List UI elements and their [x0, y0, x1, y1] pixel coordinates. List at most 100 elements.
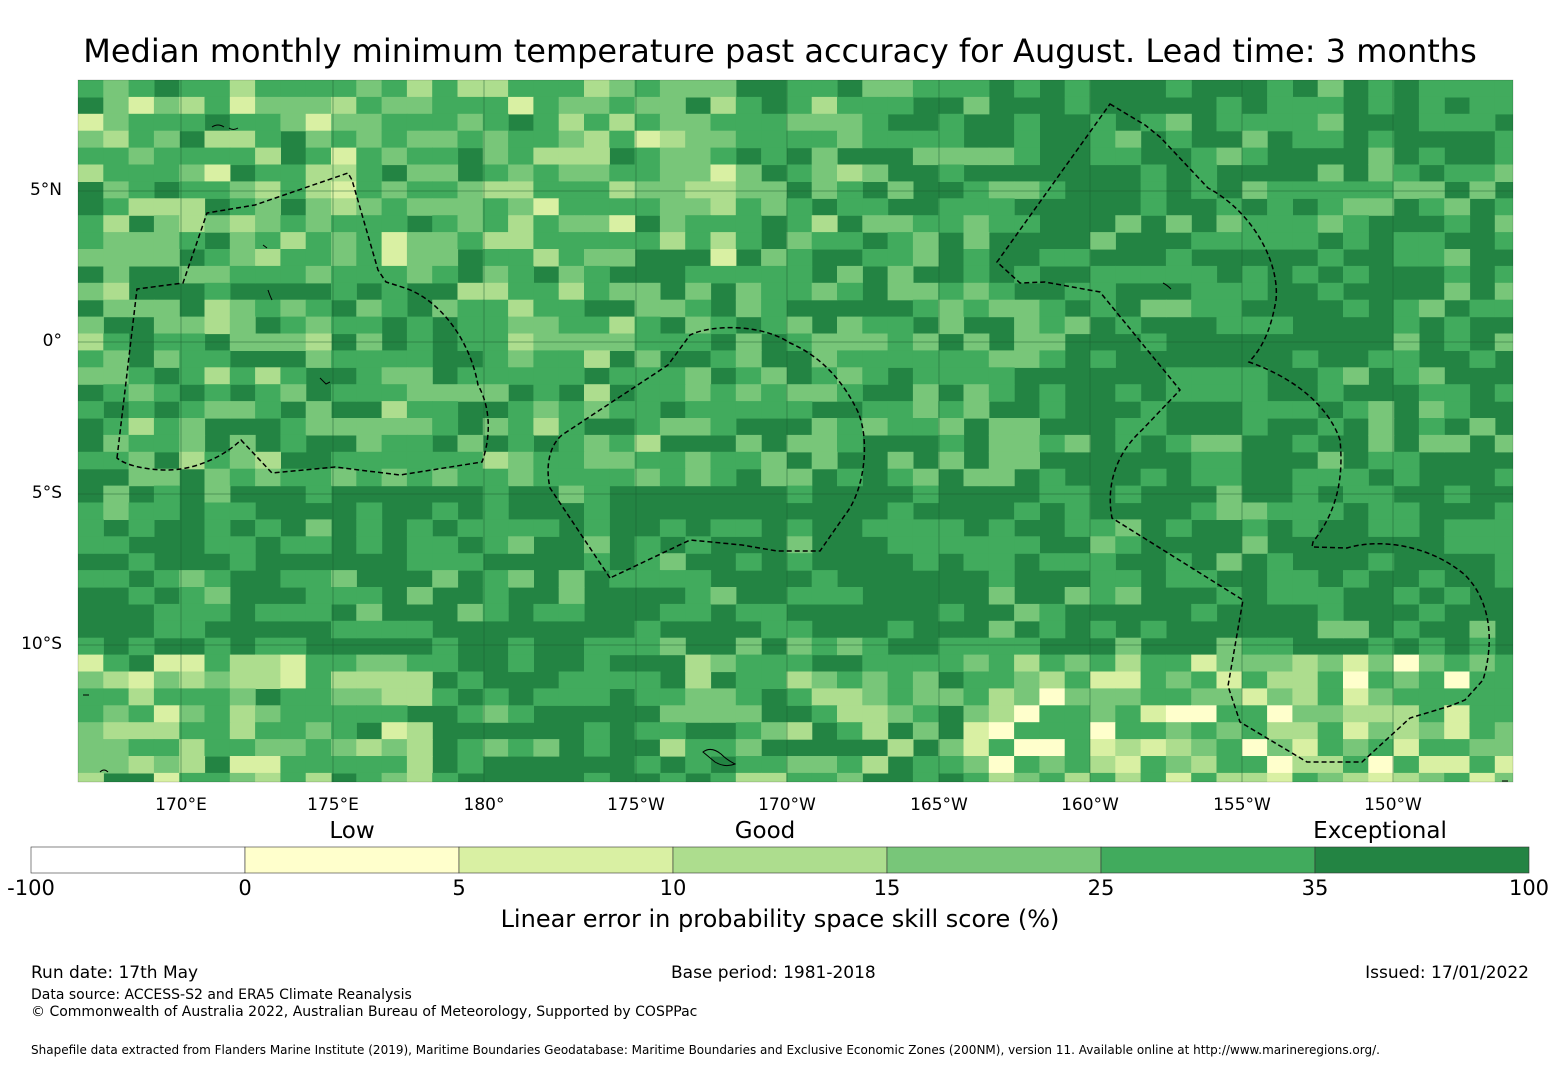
skill-cell [1216, 587, 1243, 605]
skill-cells [78, 80, 1513, 782]
skill-cell [482, 536, 509, 554]
skill-cell [1191, 688, 1218, 706]
skill-cell [1140, 198, 1167, 216]
skill-cell [128, 164, 155, 182]
skill-cell [1393, 299, 1420, 318]
skill-cell [1343, 739, 1369, 757]
skill-cell [179, 570, 206, 588]
skill-cell [305, 164, 332, 182]
skill-cell [584, 468, 610, 487]
skill-cell [786, 637, 813, 656]
skill-cell [1191, 603, 1218, 622]
tick-label: 35 [1301, 876, 1329, 900]
skill-cell [153, 350, 180, 368]
skill-cell [204, 215, 231, 233]
skill-cell [1444, 536, 1471, 554]
skill-cell [255, 215, 281, 233]
skill-cell [761, 451, 787, 470]
skill-cell [179, 739, 206, 757]
skill-cell [1039, 468, 1066, 487]
skill-cell [381, 299, 408, 318]
skill-cell [1191, 232, 1218, 250]
skill-cell [963, 536, 990, 554]
skill-cell [1368, 181, 1395, 199]
skill-cell [558, 96, 585, 115]
skill-cell [381, 654, 408, 673]
skill-cell [179, 181, 206, 199]
skill-cell [305, 299, 332, 318]
skill-cell [204, 637, 231, 656]
skill-cell [963, 756, 990, 774]
skill-cell [685, 756, 712, 774]
skill-cell [1267, 671, 1293, 689]
skill-cell [432, 553, 459, 571]
skill-cell [786, 756, 813, 774]
skill-cell [963, 350, 990, 368]
skill-cell [533, 130, 560, 149]
skill-cell [1216, 451, 1243, 470]
skill-cell [786, 232, 813, 250]
skill-cell [659, 418, 686, 436]
skill-cell [1014, 299, 1040, 318]
skill-cell [1494, 265, 1513, 284]
skill-cell [1039, 299, 1066, 318]
skill-cell [1241, 688, 1268, 706]
skill-cell [963, 654, 990, 673]
skill-cell [584, 181, 610, 199]
skill-cell [1368, 756, 1395, 774]
skill-cell [1393, 249, 1420, 267]
skill-cell [457, 181, 484, 199]
skill-cell [1393, 451, 1420, 470]
skill-cell [609, 96, 636, 115]
skill-cell [837, 232, 863, 250]
skill-cell [1494, 705, 1513, 723]
skill-cell [1165, 80, 1192, 98]
skill-cell [381, 468, 408, 487]
skill-cell [811, 130, 838, 149]
skill-cell [761, 654, 787, 673]
skill-cell [938, 637, 965, 656]
skill-cell [381, 215, 408, 233]
skill-cell [938, 434, 965, 453]
skill-cell [1292, 265, 1319, 284]
skill-cell [204, 671, 231, 689]
skill-cell [1216, 654, 1243, 673]
skill-cell [938, 282, 965, 301]
skill-cell [558, 232, 585, 250]
skill-cell [229, 772, 256, 782]
skill-cell [659, 722, 686, 740]
skill-cell [331, 570, 357, 588]
skill-cell [1014, 215, 1040, 233]
skill-cell [988, 553, 1015, 571]
skill-cell [811, 181, 838, 199]
skill-cell [103, 722, 130, 740]
skill-cell [609, 316, 636, 335]
skill-cell [1494, 215, 1513, 233]
skill-cell [305, 654, 332, 673]
skill-cell [533, 316, 560, 335]
skill-cell [988, 299, 1015, 318]
data-source: Data source: ACCESS-S2 and ERA5 Climate … [31, 987, 412, 1003]
skill-cell [280, 299, 307, 318]
skill-cell [584, 671, 610, 689]
skill-cell [255, 181, 281, 199]
skill-cell [1343, 705, 1369, 723]
skill-cell [255, 249, 281, 267]
skill-cell [634, 553, 661, 571]
skill-cell [356, 434, 383, 453]
skill-cell [963, 772, 990, 782]
skill-cell [78, 502, 104, 520]
skill-cell [584, 553, 610, 571]
skill-cell [179, 147, 206, 166]
skill-cell [508, 536, 534, 554]
skill-cell [963, 249, 990, 267]
skill-cell [685, 603, 712, 622]
skill-cell [1267, 401, 1293, 419]
skill-cell [331, 739, 357, 757]
skill-cell [229, 468, 256, 487]
skill-cell [305, 80, 332, 98]
skill-cell [1494, 722, 1513, 740]
skill-cell [659, 772, 686, 782]
skill-cell [1267, 553, 1293, 571]
skill-cell [179, 587, 206, 605]
